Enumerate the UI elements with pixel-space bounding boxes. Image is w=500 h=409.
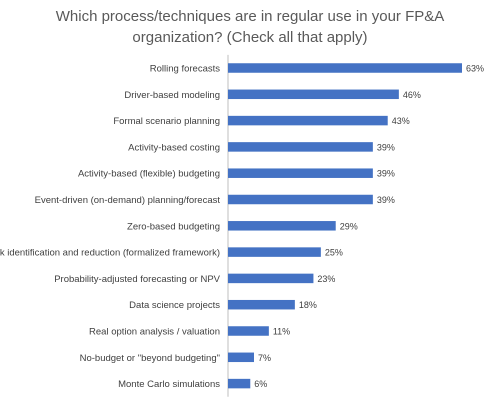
category-label: Event-driven (on-demand) planning/foreca… [35, 195, 221, 206]
category-label: No-budget or "beyond budgeting" [80, 353, 220, 364]
bar [228, 221, 336, 231]
category-label: Real option analysis / valuation [89, 327, 220, 338]
data-label: 39% [377, 195, 395, 205]
data-label: 7% [258, 353, 271, 363]
category-label: Zero-based budgeting [127, 221, 220, 232]
category-label: Activity-based (flexible) budgeting [78, 169, 220, 180]
data-label: 18% [299, 300, 317, 310]
data-label: 11% [273, 327, 290, 337]
category-label: Rolling forecasts [150, 64, 220, 75]
category-label: Probability-adjusted forecasting or NPV [54, 274, 220, 285]
bar [228, 115, 388, 126]
bar [228, 326, 269, 336]
bar [228, 63, 462, 73]
bar [228, 273, 314, 284]
chart-title-line-2: organization? (Check all that apply) [132, 29, 368, 46]
bar [228, 89, 399, 100]
bar [228, 194, 373, 205]
data-label: 6% [254, 379, 267, 389]
category-label: Data science projects [129, 300, 220, 311]
data-label: 39% [377, 169, 395, 179]
bar [228, 142, 373, 152]
data-label: 43% [392, 116, 410, 126]
data-label: 25% [325, 248, 343, 258]
category-label: Formal scenario planning [113, 116, 220, 127]
bar [228, 378, 251, 389]
chart-title-line-1: Which process/techniques are in regular … [55, 8, 445, 25]
data-label: 46% [403, 90, 421, 100]
bar-series: Rolling forecasts 63% Driver-based modelin… [0, 63, 484, 390]
bar [228, 247, 321, 257]
bar [228, 299, 295, 310]
bar [228, 168, 373, 178]
category-label: Activity-based costing [128, 142, 220, 153]
chart-title: Which process/techniques are in regular … [0, 6, 500, 48]
data-label: 29% [340, 221, 358, 231]
bar [228, 352, 254, 363]
data-label: 63% [466, 64, 484, 74]
data-label: 23% [317, 274, 335, 284]
data-label: 39% [377, 142, 395, 152]
category-label: Monte Carlo simulations [118, 379, 220, 390]
category-label: Risk identification and reduction (forma… [0, 248, 220, 259]
category-label: Driver-based modeling [124, 90, 220, 101]
